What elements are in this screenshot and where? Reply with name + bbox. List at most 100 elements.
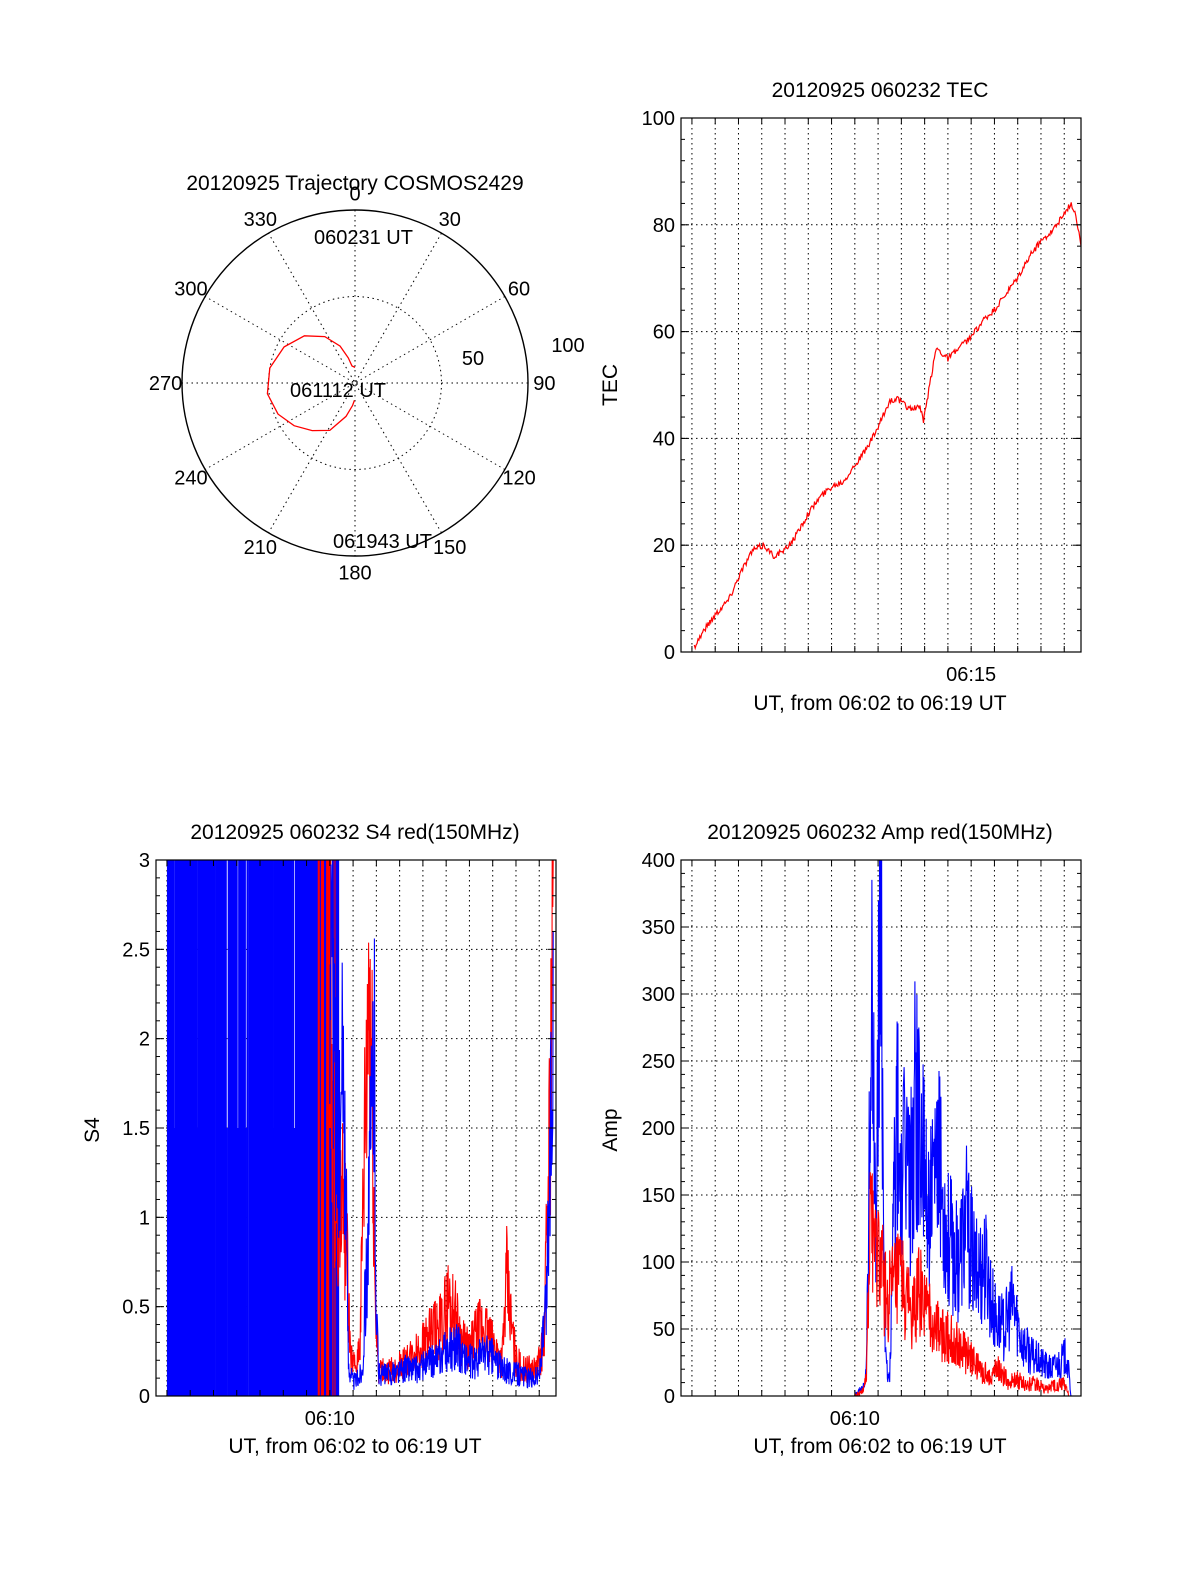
- amp-ylabel: Amp: [599, 1108, 622, 1151]
- s4-saturated-bar: [275, 860, 278, 1396]
- s4-ytick-label: 2.5: [122, 939, 150, 961]
- polar-angle-label: 150: [433, 537, 466, 559]
- polar-angle-label: 330: [244, 209, 277, 231]
- s4-saturated-bar: [183, 860, 186, 1396]
- polar-time-annotation: 061943 UT: [333, 531, 432, 553]
- s4-ytick-label: 1.5: [122, 1118, 150, 1140]
- polar-angle-label: 210: [244, 537, 277, 559]
- s4-saturated-bar: [226, 1128, 228, 1396]
- tec-series: [693, 202, 1081, 651]
- s4-ytick-label: 0: [139, 1386, 150, 1408]
- polar-angle-label: 120: [502, 468, 535, 490]
- tec-ylabel: TEC: [599, 364, 622, 406]
- s4-saturated-bar: [320, 860, 323, 1396]
- s4-saturated-bar: [283, 860, 285, 1396]
- s4-saturated-bar: [303, 860, 305, 1396]
- s4-saturated-bar: [297, 860, 300, 1396]
- s4-ylabel: S4: [81, 1117, 104, 1143]
- trajectory-panel: 20120925 Trajectory COSMOS2429 0 30 60 90 12…: [149, 172, 585, 584]
- s4-saturated-bar: [271, 860, 274, 1396]
- s4-ticks: 0 0.5 1 1.5 2 2.5 3 06:10: [122, 850, 556, 1430]
- s4-saturated-bar: [188, 860, 191, 1396]
- s4-saturated-bar: [202, 860, 205, 1396]
- amp-title: 20120925 060232 Amp red(150MHz): [707, 821, 1053, 844]
- tec-series-line: [693, 202, 1081, 651]
- s4-ytick-label: 3: [139, 850, 150, 872]
- s4-ytick-label: 0.5: [122, 1297, 150, 1319]
- amp-xtick-label: 06:10: [830, 1408, 880, 1430]
- s4-series: [166, 860, 554, 1396]
- polar-angle-label: 240: [174, 468, 207, 490]
- amp-ytick-label: 250: [642, 1051, 675, 1073]
- tec-ytick-label: 40: [653, 428, 675, 450]
- s4-saturated-bar: [177, 1128, 180, 1396]
- s4-saturated-bar: [309, 860, 312, 1396]
- s4-saturated-bar: [246, 860, 249, 1396]
- s4-saturated-bar: [325, 860, 327, 1396]
- s4-saturated-bar: [251, 860, 254, 1396]
- s4-saturated-bar: [267, 860, 269, 1396]
- s4-saturated-bar: [244, 860, 246, 1396]
- amp-series-line: [691, 1172, 1070, 1396]
- s4-saturated-bar: [196, 860, 198, 1396]
- s4-saturated-bar: [239, 860, 241, 1396]
- s4-saturated-bar: [170, 860, 172, 1396]
- s4-saturated-bar: [243, 860, 246, 1396]
- s4-saturated-bar: [172, 860, 175, 1396]
- amp-ytick-label: 300: [642, 984, 675, 1006]
- s4-ytick-label: 2: [139, 1029, 150, 1051]
- s4-panel: 20120925 060232 S4 red(150MHz) 0 0.5 1 1.5 2…: [81, 821, 557, 1458]
- s4-saturated-bar: [210, 860, 213, 1396]
- polar-angle-label: 300: [174, 278, 207, 300]
- amp-ticks: 0 50 100 150 200 250 300 350 400 06:10: [642, 850, 1081, 1430]
- amp-ytick-label: 100: [642, 1252, 675, 1274]
- amp-ytick-label: 350: [642, 917, 675, 939]
- tec-ytick-label: 60: [653, 322, 675, 344]
- tec-panel: 20120925 060232 TEC 0 20 40 60 80 100 06:15 UT…: [599, 79, 1082, 715]
- amp-series-line: [691, 860, 1072, 1396]
- polar-series: [266, 335, 356, 432]
- s4-saturated-bar: [321, 860, 324, 1396]
- polar-time-annotation: 060231 UT: [314, 227, 413, 249]
- trajectory-title: 20120925 Trajectory COSMOS2429: [186, 172, 523, 195]
- s4-saturated-bar: [331, 1128, 333, 1396]
- s4-series-line: [329, 860, 554, 1390]
- tec-ticks: 0 20 40 60 80 100 06:15: [642, 108, 1081, 686]
- amp-series: [691, 860, 1072, 1396]
- s4-saturated-bar: [214, 860, 216, 1396]
- polar-angle-label: 60: [508, 278, 530, 300]
- amp-xlabel: UT, from 06:02 to 06:19 UT: [753, 1435, 1006, 1458]
- polar-outer-circle: [181, 209, 529, 557]
- s4-saturated-bar: [216, 860, 218, 1396]
- s4-saturated-bar: [274, 860, 276, 1396]
- s4-xtick-label: 06:10: [305, 1408, 355, 1430]
- polar-radius-labels: 50 100: [462, 335, 585, 370]
- s4-saturated-bar: [247, 860, 249, 1396]
- s4-saturated-bar: [189, 860, 192, 1396]
- tec-grid: [681, 118, 1081, 652]
- tec-ytick-label: 80: [653, 215, 675, 237]
- tec-ytick-label: 100: [642, 108, 675, 130]
- tec-series-group: [693, 202, 1081, 651]
- polar-trajectory-line: [266, 335, 356, 432]
- s4-saturated-bar: [213, 860, 215, 1396]
- s4-saturated-bar: [224, 860, 227, 1396]
- s4-saturated-bar: [204, 860, 207, 1396]
- s4-saturated-bar: [245, 1128, 247, 1396]
- tec-xtick-label: 06:15: [946, 664, 996, 686]
- amp-ytick-label: 200: [642, 1118, 675, 1140]
- s4-saturated-bar: [219, 860, 221, 1396]
- s4-saturated-bar: [179, 860, 181, 1396]
- tec-frame: [680, 117, 1082, 653]
- s4-saturated-bar: [194, 860, 196, 1396]
- polar-angle-label: 0: [349, 184, 360, 206]
- polar-angle-label: 180: [338, 562, 371, 584]
- polar-angle-label: 30: [439, 209, 461, 231]
- tec-ytick-label: 0: [664, 642, 675, 664]
- s4-saturated-bar: [230, 860, 233, 1396]
- s4-saturated-bar: [305, 860, 308, 1396]
- s4-saturated-bar: [225, 1128, 228, 1396]
- amp-ytick-label: 400: [642, 850, 675, 872]
- tec-ytick-label: 20: [653, 535, 675, 557]
